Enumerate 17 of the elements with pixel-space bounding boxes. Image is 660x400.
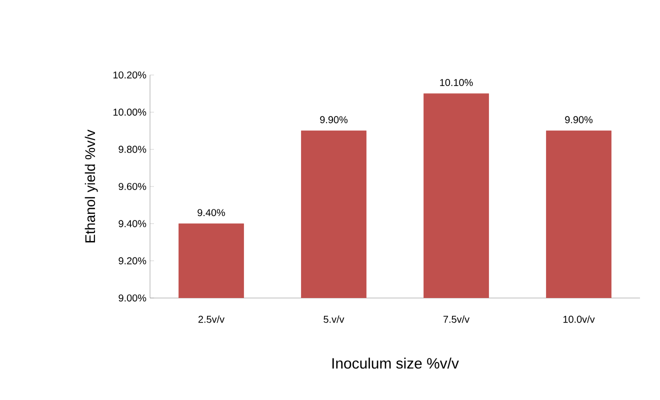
x-tick-label: 5.v/v	[324, 316, 344, 323]
y-tick-label: 10.00%	[113, 108, 146, 116]
data-label: 10.10%	[440, 79, 473, 86]
x-tick-label: 10.0v/v	[563, 316, 595, 323]
y-tick-label: 9.80%	[118, 146, 146, 153]
x-tick-label: 7.5v/v	[443, 316, 470, 323]
y-tick-label: 10.20%	[113, 71, 146, 79]
x-tick-label: 2.5v/v	[198, 316, 225, 323]
x-axis-title: Inoculum size %v/v	[332, 358, 459, 369]
y-axis-title: Ethanol yield %v/v	[84, 130, 98, 242]
data-label: 9.90%	[320, 116, 348, 124]
y-tick-label: 9.40%	[118, 220, 146, 228]
y-tick-label: 9.20%	[118, 257, 146, 264]
data-label: 9.40%	[198, 209, 226, 216]
y-tick-label: 9.00%	[118, 294, 146, 302]
data-label: 9.90%	[565, 116, 593, 124]
y-tick-label: 9.60%	[118, 182, 146, 190]
